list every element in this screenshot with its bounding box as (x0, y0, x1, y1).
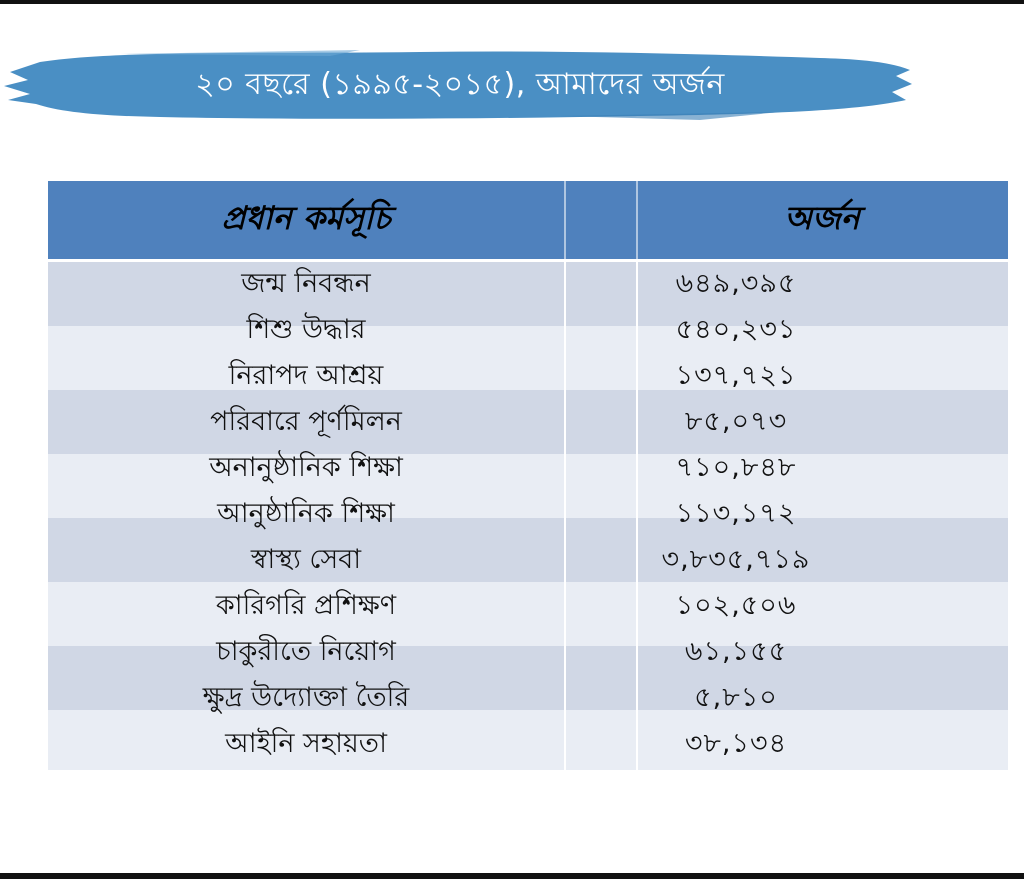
table-row: পরিবারে পূর্ণমিলন ৮৫,০৭৩ (48, 400, 1008, 446)
value-cell: ১৩৭,৭২১ (675, 359, 797, 391)
value-cell: ১০২,৫০৬ (675, 589, 797, 621)
column-divider (636, 262, 638, 770)
row-band (48, 454, 1008, 518)
value-cell: ৫৪০,২৩১ (675, 313, 797, 345)
value-cell: ৬১,১৫৫ (684, 635, 788, 667)
program-cell: স্বাস্থ্য সেবা (250, 543, 362, 575)
brush-stroke-shape (4, 50, 912, 120)
row-band (48, 646, 1008, 710)
program-cell: শিশু উদ্ধার (246, 313, 366, 345)
header-program: প্রধান কর্মসূচি (221, 199, 391, 237)
top-rule (0, 0, 1024, 4)
table-row: অনানুষ্ঠানিক শিক্ষা ৭১০,৮৪৮ (48, 446, 1008, 492)
program-cell: কারিগরি প্রশিক্ষণ (215, 589, 397, 621)
table-row: আইনি সহায়তা ৩৮,১৩৪ (48, 722, 1008, 768)
row-band (48, 518, 1008, 582)
table-row: ক্ষুদ্র উদ্যোক্তা তৈরি ৫,৮১০ (48, 676, 1008, 722)
table-row: চাকুরীতে নিয়োগ ৬১,১৫৫ (48, 630, 1008, 676)
value-cell: ৮৫,০৭৩ (684, 405, 788, 437)
row-band (48, 710, 1008, 770)
value-cell: ৩৮,১৩৪ (684, 727, 788, 759)
value-cell: ৫,৮১০ (694, 681, 778, 713)
table-row: জন্ম নিবন্ধন ৬৪৯,৩৯৫ (48, 262, 1008, 308)
page-title: ২০ বছরে (১৯৯৫-২০১৫), আমাদের অর্জন (195, 66, 725, 102)
program-cell: চাকুরীতে নিয়োগ (216, 635, 396, 667)
value-cell: ৭১০,৮৪৮ (675, 451, 797, 483)
bottom-rule (0, 873, 1024, 879)
row-band (48, 390, 1008, 454)
program-cell: অনানুষ্ঠানিক শিক্ষা (209, 451, 403, 483)
program-cell: জন্ম নিবন্ধন (241, 267, 371, 299)
achievements-table: প্রধান কর্মসূচি অর্জন জন্ম নিবন্ধন ৬৪৯,৩… (48, 181, 1008, 770)
program-cell: পরিবারে পূর্ণমিলন (210, 405, 402, 437)
program-cell: আইনি সহায়তা (225, 727, 387, 759)
table-row: নিরাপদ আশ্রয় ১৩৭,৭২১ (48, 354, 1008, 400)
header-achievement: অর্জন (784, 199, 860, 237)
program-cell: নিরাপদ আশ্রয় (228, 359, 384, 391)
row-band (48, 582, 1008, 646)
program-cell: ক্ষুদ্র উদ্যোক্তা তৈরি (202, 681, 410, 713)
table-header: প্রধান কর্মসূচি অর্জন (48, 181, 1008, 262)
header-divider (564, 181, 566, 259)
value-cell: ৬৪৯,৩৯৫ (675, 267, 797, 299)
table-row: শিশু উদ্ধার ৫৪০,২৩১ (48, 308, 1008, 354)
table-body: জন্ম নিবন্ধন ৬৪৯,৩৯৫ শিশু উদ্ধার ৫৪০,২৩১… (48, 262, 1008, 770)
header-divider (636, 181, 638, 259)
table-row: কারিগরি প্রশিক্ষণ ১০২,৫০৬ (48, 584, 1008, 630)
value-cell: ১১৩,১৭২ (675, 497, 797, 529)
value-cell: ৩,৮৩৫,৭১৯ (661, 543, 811, 575)
table-row: আনুষ্ঠানিক শিক্ষা ১১৩,১৭২ (48, 492, 1008, 538)
row-band (48, 262, 1008, 326)
column-divider (564, 262, 566, 770)
table-row: স্বাস্থ্য সেবা ৩,৮৩৫,৭১৯ (48, 538, 1008, 584)
program-cell: আনুষ্ঠানিক শিক্ষা (217, 497, 395, 529)
title-banner: ২০ বছরে (১৯৯৫-২০১৫), আমাদের অর্জন (0, 40, 920, 130)
row-band (48, 326, 1008, 390)
